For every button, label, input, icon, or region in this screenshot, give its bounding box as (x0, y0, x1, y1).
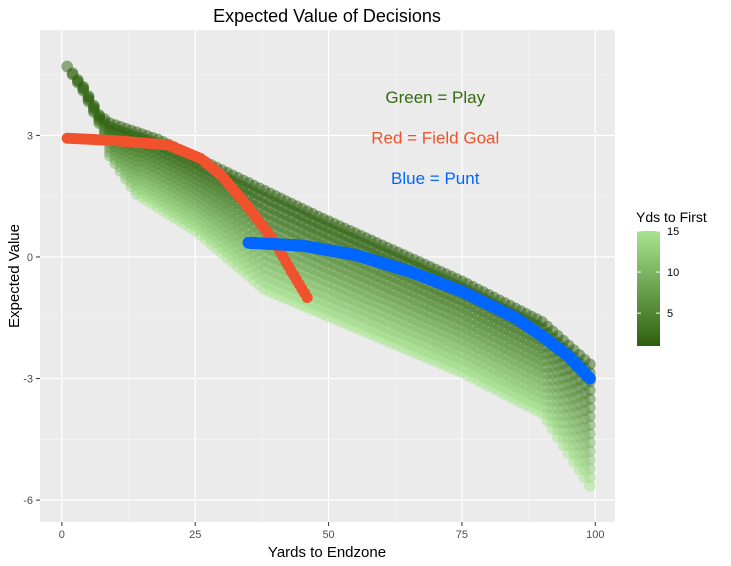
colorbar-tick-label: 15 (667, 226, 679, 238)
data-points (61, 60, 596, 492)
play-point (584, 436, 596, 449)
x-axis-label: Yards to Endzone (268, 544, 386, 561)
axes: 0 25 50 75 100 3 0 -3 -6 (23, 130, 604, 541)
play-point (584, 480, 596, 492)
play-point (82, 90, 95, 102)
y-axis-label: Expected Value (6, 224, 23, 328)
colorbar-tick-label: 5 (667, 308, 673, 320)
colorbar-tick-label: 10 (667, 267, 679, 279)
play-point (584, 462, 596, 475)
legend-title: Yds to First (636, 209, 707, 225)
play-point (88, 99, 100, 112)
play-point (584, 471, 596, 484)
play-point (584, 393, 596, 405)
y-tick-label: 3 (27, 130, 33, 142)
annotation-punt: Blue = Punt (391, 169, 480, 188)
y-tick-label: -6 (23, 495, 33, 507)
play-point (584, 428, 596, 440)
annotations: Green = Play Red = Field Goal Blue = Pun… (371, 88, 499, 188)
chart-title: Expected Value of Decisions (213, 6, 441, 26)
play-point (77, 80, 90, 93)
field-goal-point (301, 291, 313, 303)
annotation-field-goal: Red = Field Goal (371, 128, 499, 147)
x-tick-label: 100 (586, 529, 604, 541)
play-point (584, 401, 596, 414)
play-point (584, 419, 596, 431)
x-tick-label: 25 (189, 529, 201, 541)
x-tick-label: 50 (322, 529, 334, 541)
play-point (584, 445, 596, 457)
y-tick-label: 0 (27, 252, 33, 264)
play-point (584, 384, 596, 397)
punt-point (583, 372, 596, 385)
colorbar (637, 231, 660, 346)
play-point (584, 410, 596, 423)
play-point (584, 454, 596, 466)
y-tick-label: -3 (23, 374, 33, 386)
x-tick-label: 0 (59, 529, 65, 541)
legend: Yds to First 15 10 5 (636, 209, 707, 346)
x-tick-label: 75 (456, 529, 468, 541)
annotation-play: Green = Play (385, 88, 485, 107)
